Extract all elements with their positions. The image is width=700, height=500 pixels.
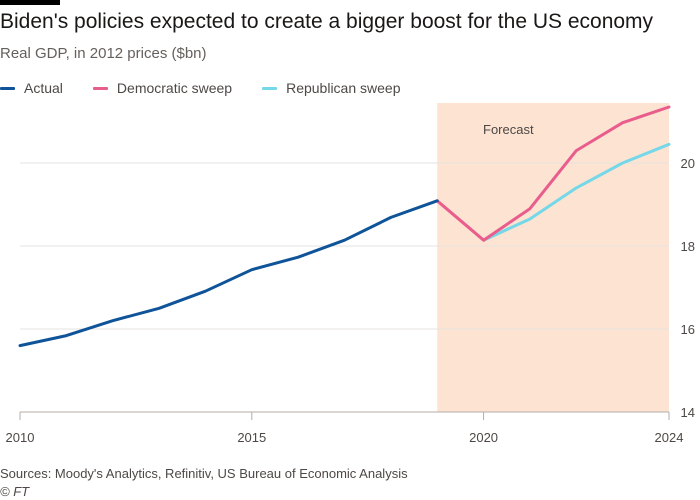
y-tick-label-18: 18 xyxy=(681,239,695,254)
series-line-republican-sweep xyxy=(482,142,671,242)
x-tick-label-2024: 2024 xyxy=(655,430,684,445)
chart-title: Biden's policies expected to create a bi… xyxy=(0,10,654,33)
legend-swatch-republican-sweep xyxy=(262,86,278,90)
legend-label-actual: Actual xyxy=(24,80,63,96)
forecast-band-layer: Forecast xyxy=(437,103,669,412)
series-line-actual xyxy=(18,199,439,348)
legend-item-actual: Actual xyxy=(0,80,63,96)
gridlines xyxy=(20,162,669,330)
x-tick-label-2015: 2015 xyxy=(237,430,266,445)
ft-top-bar xyxy=(0,0,60,5)
y-tick-label-14: 14 xyxy=(681,405,695,420)
legend-swatch-actual xyxy=(0,86,15,90)
series-lines xyxy=(18,105,671,348)
legend-label-democratic-sweep: Democratic sweep xyxy=(116,80,233,96)
legend-item-republican-sweep: Republican sweep xyxy=(262,80,400,96)
gdp-line-chart: Forecast 14 16 18 20 2010 2015 2020 2024 xyxy=(6,103,695,445)
y-tick-label-16: 16 xyxy=(681,322,695,337)
source-note: Sources: Moody's Analytics, Refinitiv, U… xyxy=(0,466,408,481)
legend-swatch-democratic-sweep xyxy=(92,86,108,90)
y-tick-label-20: 20 xyxy=(681,156,695,171)
legend-label-republican-sweep: Republican sweep xyxy=(286,80,401,96)
x-tick-label-2010: 2010 xyxy=(6,430,35,445)
legend: Actual Democratic sweep Republican sweep xyxy=(0,80,430,96)
forecast-label: Forecast xyxy=(483,122,534,137)
chart-subtitle: Real GDP, in 2012 prices ($bn) xyxy=(0,45,207,62)
series-line-democratic-sweep xyxy=(435,105,671,242)
axes: 14 16 18 20 2010 2015 2020 2024 xyxy=(6,156,695,445)
legend-item-democratic-sweep: Democratic sweep xyxy=(92,80,233,96)
forecast-band xyxy=(437,103,669,412)
copyright: © FT xyxy=(0,484,30,499)
x-tick-label-2020: 2020 xyxy=(469,430,498,445)
